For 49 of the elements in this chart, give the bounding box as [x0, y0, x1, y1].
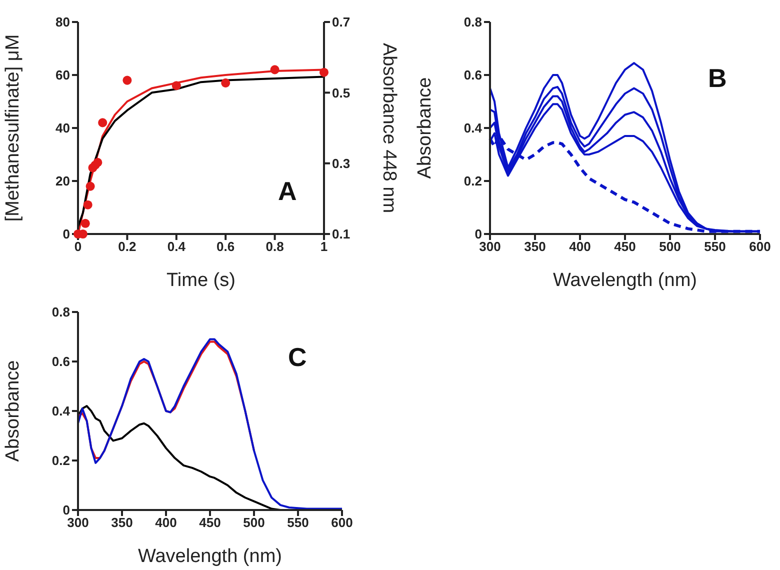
x-tick-label: 0.8	[266, 239, 284, 254]
y2-axis-title: Absorbance 448 nm	[378, 42, 400, 214]
x-tick-label: 300	[67, 515, 89, 530]
x-tick-label: 550	[704, 239, 726, 254]
y-tick-label: 40	[56, 120, 70, 136]
x-tick-label: 300	[479, 239, 501, 254]
annotation: B	[708, 63, 727, 94]
x-tick-label: 350	[524, 239, 546, 254]
y2-tick-label: 0.1	[332, 226, 350, 242]
x-axis-title: Wavelength (nm)	[138, 546, 282, 567]
x-tick-label: 1	[320, 239, 328, 254]
x-tick-label: 550	[287, 515, 309, 530]
y-tick-label: 20	[56, 174, 70, 189]
y-tick-label: 0	[62, 502, 70, 518]
y-tick-label: 0.4	[464, 120, 483, 136]
y2-tick-label: 0.3	[332, 156, 350, 171]
x-axis-title: Wavelength (nm)	[553, 270, 697, 291]
x-tick-label: 0.4	[167, 239, 186, 254]
y-tick-label: 0	[474, 226, 482, 242]
y-tick-label: 0.4	[52, 404, 71, 419]
x-tick-label: 600	[749, 239, 771, 254]
y-tick-label: 0.6	[52, 354, 70, 370]
x-tick-label: 400	[569, 239, 591, 254]
y-tick-label: 0.8	[464, 14, 482, 30]
x-tick-label: 350	[111, 515, 133, 530]
x-tick-label: 0.2	[118, 239, 136, 254]
annotation: C	[288, 342, 307, 373]
y-tick-label: 0.8	[52, 304, 70, 320]
x-tick-label: 500	[659, 239, 681, 254]
y-tick-label: 0.6	[464, 68, 482, 83]
y-tick-label: 0	[62, 226, 70, 242]
x-tick-label: 0.6	[216, 239, 235, 254]
y2-tick-label: 0.7	[332, 14, 350, 30]
y2-tick-label: 0.5	[332, 85, 350, 100]
y-tick-label: 0.2	[52, 453, 70, 468]
x-axis-title: Time (s)	[166, 270, 236, 291]
x-tick-label: 450	[614, 239, 636, 254]
annotation: A	[278, 176, 297, 207]
y-axis-title: Absorbance	[414, 77, 436, 179]
x-tick-label: 450	[199, 515, 221, 530]
x-tick-label: 500	[243, 515, 265, 530]
x-tick-label: 0	[74, 239, 82, 254]
y-tick-label: 80	[56, 14, 70, 30]
x-tick-label: 400	[155, 515, 177, 530]
x-tick-label: 600	[331, 515, 353, 530]
y-tick-label: 0.2	[464, 174, 482, 189]
y-tick-label: 60	[56, 68, 70, 83]
y-axis-title: [Methanesulfinate] μM	[2, 34, 24, 222]
y-axis-title: Absorbance	[2, 360, 24, 462]
